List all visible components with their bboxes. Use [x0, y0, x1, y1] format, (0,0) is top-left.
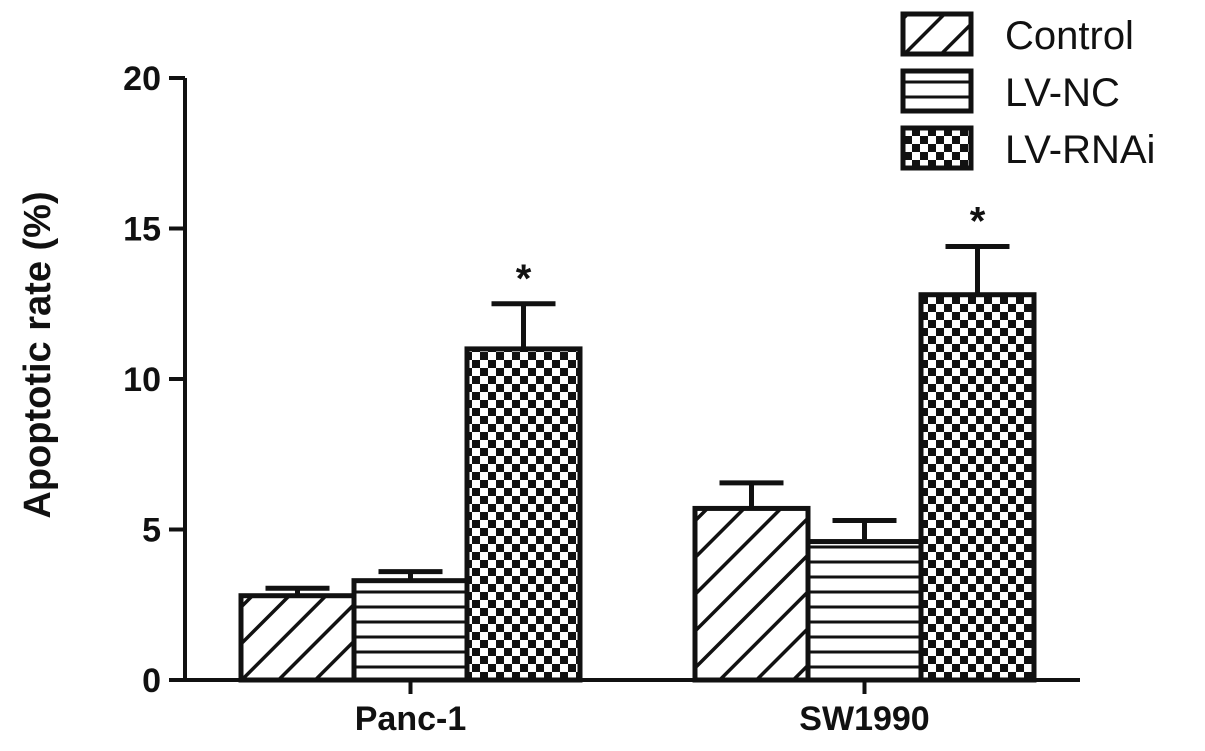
legend-swatch — [900, 125, 974, 171]
significance-marker: * — [970, 200, 986, 244]
bar-lv-rnai-sw1990 — [918, 292, 1037, 683]
legend-item-lv-nc: LV-NC — [900, 68, 1120, 115]
bar-lv-nc-panc-1 — [351, 578, 470, 683]
y-axis-label: Apoptotic rate (%) — [17, 191, 59, 518]
legend: Control LV-NC LV-RNAi — [900, 11, 1155, 172]
y-tick-label: 5 — [142, 512, 161, 550]
bar-lv-nc-sw1990 — [805, 539, 924, 683]
category-labels: Panc-1 SW1990 — [355, 700, 930, 738]
y-tick-label: 15 — [123, 211, 161, 249]
y-tick-label: 10 — [123, 361, 161, 399]
legend-label: Control — [1005, 14, 1134, 58]
significance-group: ** — [516, 200, 986, 301]
bars-group — [238, 292, 1037, 683]
legend-label: LV-RNAi — [1005, 128, 1155, 172]
y-tick-label: 0 — [142, 662, 161, 700]
bar-control-panc-1 — [238, 593, 357, 683]
legend-swatch — [900, 68, 974, 114]
bar-lv-rnai-panc-1 — [464, 346, 583, 683]
significance-marker: * — [516, 257, 532, 301]
x-tick-label: Panc-1 — [355, 700, 467, 738]
x-tick-label: SW1990 — [799, 700, 929, 738]
legend-label: LV-NC — [1005, 71, 1120, 115]
y-axis: 0 5 10 15 20 — [123, 60, 187, 700]
legend-swatch — [900, 11, 974, 57]
error-bars-group — [265, 244, 1010, 596]
legend-item-control: Control — [900, 11, 1134, 58]
y-tick-label: 20 — [123, 60, 161, 98]
bar-control-sw1990 — [692, 505, 811, 683]
legend-item-lv-rnai: LV-RNAi — [900, 125, 1155, 172]
